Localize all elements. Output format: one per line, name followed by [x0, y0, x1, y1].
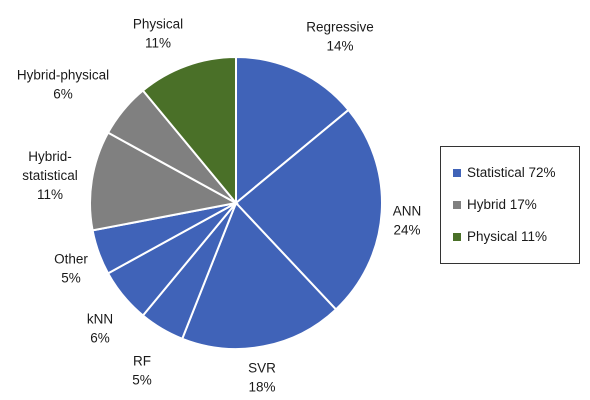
slice-label-line: Regressive — [306, 20, 374, 35]
slice-label-1: ANN 24% — [393, 204, 422, 238]
pie-slice-2 — [180, 201, 338, 350]
slice-label-0: Regressive 14% — [306, 20, 374, 54]
slice-label-2: SVR 18% — [248, 361, 276, 395]
slice-label-line: 6% — [53, 87, 73, 102]
legend-swatch-hybrid — [453, 200, 461, 209]
slice-label-line: RF — [133, 354, 151, 369]
pie-slice-6 — [89, 131, 239, 232]
legend-label-physical: Physical 11% — [467, 229, 548, 244]
pie-slice-1 — [234, 108, 383, 311]
slice-label-line: 5% — [132, 373, 152, 388]
slice-label-4: kNN 6% — [87, 312, 113, 346]
slice-label-6: Hybrid-statistical 11% — [22, 149, 78, 202]
slice-label-line: 11% — [145, 36, 171, 51]
pie-slice-8 — [141, 55, 237, 206]
slice-label-line: 24% — [393, 223, 420, 238]
slice-label-line: ANN — [393, 204, 422, 219]
legend-label-statistical: Statistical 72% — [467, 165, 556, 180]
legend-label-hybrid: Hybrid 17% — [467, 197, 537, 212]
slice-label-line: SVR — [248, 361, 276, 376]
slice-label-line: Hybrid-physical — [17, 68, 109, 83]
pie-slice-0 — [235, 55, 350, 206]
legend-item-hybrid: Hybrid 17% — [453, 197, 537, 212]
legend-swatch-physical — [453, 232, 461, 241]
slice-label-line: Other — [54, 252, 88, 267]
slice-label-7: Hybrid-physical 6% — [17, 68, 109, 102]
slice-label-3: RF 5% — [132, 354, 152, 388]
slice-label-line: Hybrid- — [28, 149, 72, 164]
slice-label-line: 6% — [90, 331, 110, 346]
slice-label-line: 14% — [326, 39, 353, 54]
legend-item-statistical: Statistical 72% — [453, 165, 556, 180]
slice-label-5: Other 5% — [54, 252, 88, 286]
legend-item-physical: Physical 11% — [453, 229, 547, 244]
slice-label-8: Physical 11% — [133, 17, 183, 51]
legend: Statistical 72% Hybrid 17% Physical 11% — [440, 146, 580, 264]
slice-label-line: Physical — [133, 17, 183, 32]
slice-label-line: 18% — [248, 380, 275, 395]
slice-label-line: 11% — [37, 187, 63, 202]
legend-swatch-statistical — [453, 168, 461, 177]
slice-label-line: kNN — [87, 312, 113, 327]
slice-label-line: 5% — [61, 271, 81, 286]
slice-label-line: statistical — [22, 168, 78, 183]
